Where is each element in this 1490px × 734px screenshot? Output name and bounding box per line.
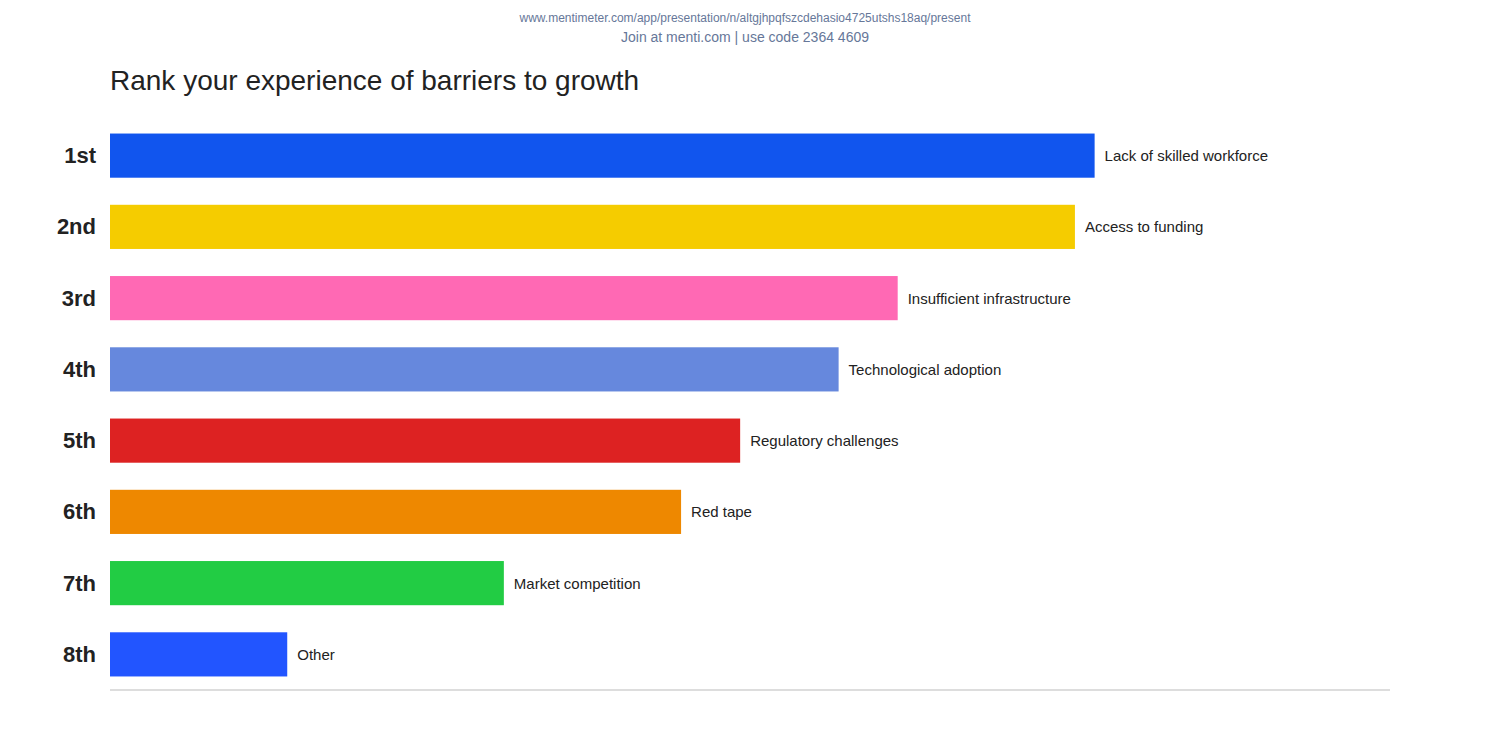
y-tick-label: 8th: [63, 642, 96, 667]
bar: [110, 561, 504, 605]
y-tick-label: 3rd: [62, 286, 96, 311]
bar-label: Insufficient infrastructure: [908, 290, 1071, 307]
bar-label: Access to funding: [1085, 218, 1203, 235]
subtitle: Join at menti.com | use code 2364 4609: [621, 29, 869, 45]
title: Rank your experience of barriers to grow…: [110, 65, 639, 96]
bar: [110, 276, 898, 320]
bar: [110, 205, 1075, 249]
bar: [110, 347, 839, 391]
bars: [110, 134, 1095, 677]
bar-label: Technological adoption: [849, 361, 1002, 378]
y-tick-label: 1st: [64, 143, 96, 168]
x-axis-line: [110, 690, 1390, 691]
y-tick-label: 2nd: [57, 214, 96, 239]
bar-label: Other: [297, 646, 335, 663]
chart-container: www.mentimeter.com/app/presentation/n/al…: [0, 0, 1490, 734]
y-tick-label: 4th: [63, 357, 96, 382]
bar-label: Red tape: [691, 503, 752, 520]
y-tick-label: 6th: [63, 499, 96, 524]
y-tick-label: 5th: [63, 428, 96, 453]
bar-label: Regulatory challenges: [750, 432, 898, 449]
bar: [110, 490, 681, 534]
bar: [110, 419, 740, 463]
bar-label: Lack of skilled workforce: [1105, 147, 1268, 164]
subtitle: www.mentimeter.com/app/presentation/n/al…: [519, 11, 972, 25]
chart-svg: www.mentimeter.com/app/presentation/n/al…: [0, 0, 1490, 734]
y-tick-label: 7th: [63, 571, 96, 596]
bar: [110, 632, 287, 676]
bar-label: Market competition: [514, 575, 641, 592]
bar: [110, 134, 1095, 178]
